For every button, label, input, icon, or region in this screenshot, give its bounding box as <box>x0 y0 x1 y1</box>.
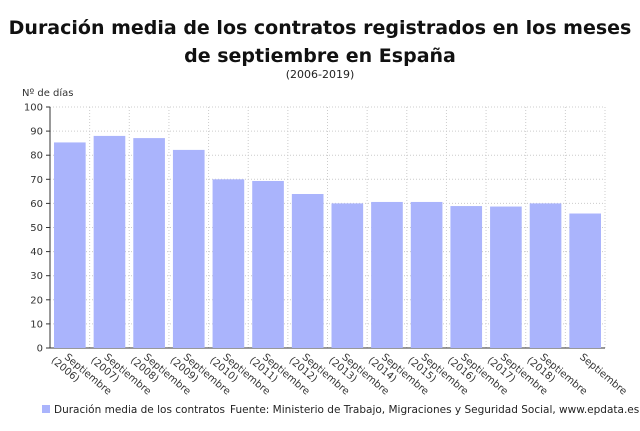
y-tick-label: 50 <box>30 223 43 234</box>
chart-title: Duración media de los contratos registra… <box>0 14 640 70</box>
y-tick-label: 30 <box>30 271 43 282</box>
y-tick-label: 10 <box>30 319 43 330</box>
y-tick-label: 0 <box>37 344 43 355</box>
legend-label: Duración media de los contratos <box>54 404 225 416</box>
bar <box>529 203 562 348</box>
bar <box>172 149 205 348</box>
bar <box>291 194 324 348</box>
y-tick-label: 20 <box>30 295 43 306</box>
bar <box>371 201 403 348</box>
bar <box>133 138 165 348</box>
bar <box>450 206 483 348</box>
bar <box>490 206 522 348</box>
bar <box>410 201 443 348</box>
bar <box>569 213 601 348</box>
bar <box>212 179 245 348</box>
chart-subtitle: (2006-2019) <box>285 68 355 81</box>
title-line: Duración media de los contratos registra… <box>8 17 632 39</box>
y-tick-label: 100 <box>24 103 43 114</box>
title-line: de septiembre en España <box>184 45 456 67</box>
y-tick-label: 80 <box>30 151 43 162</box>
bar <box>331 203 364 348</box>
y-tick-label: 70 <box>30 175 43 186</box>
y-tick-label: 40 <box>30 247 43 258</box>
bar <box>252 180 284 348</box>
y-tick-label: 60 <box>30 199 43 210</box>
source-note: Fuente: Ministerio de Trabajo, Migracion… <box>230 404 640 416</box>
y-axis-label: Nº de días <box>22 88 74 99</box>
y-tick-label: 90 <box>30 127 43 138</box>
bar <box>93 135 126 348</box>
legend: Duración media de los contratos <box>42 404 225 416</box>
legend-swatch <box>42 405 50 413</box>
bar <box>54 142 86 348</box>
